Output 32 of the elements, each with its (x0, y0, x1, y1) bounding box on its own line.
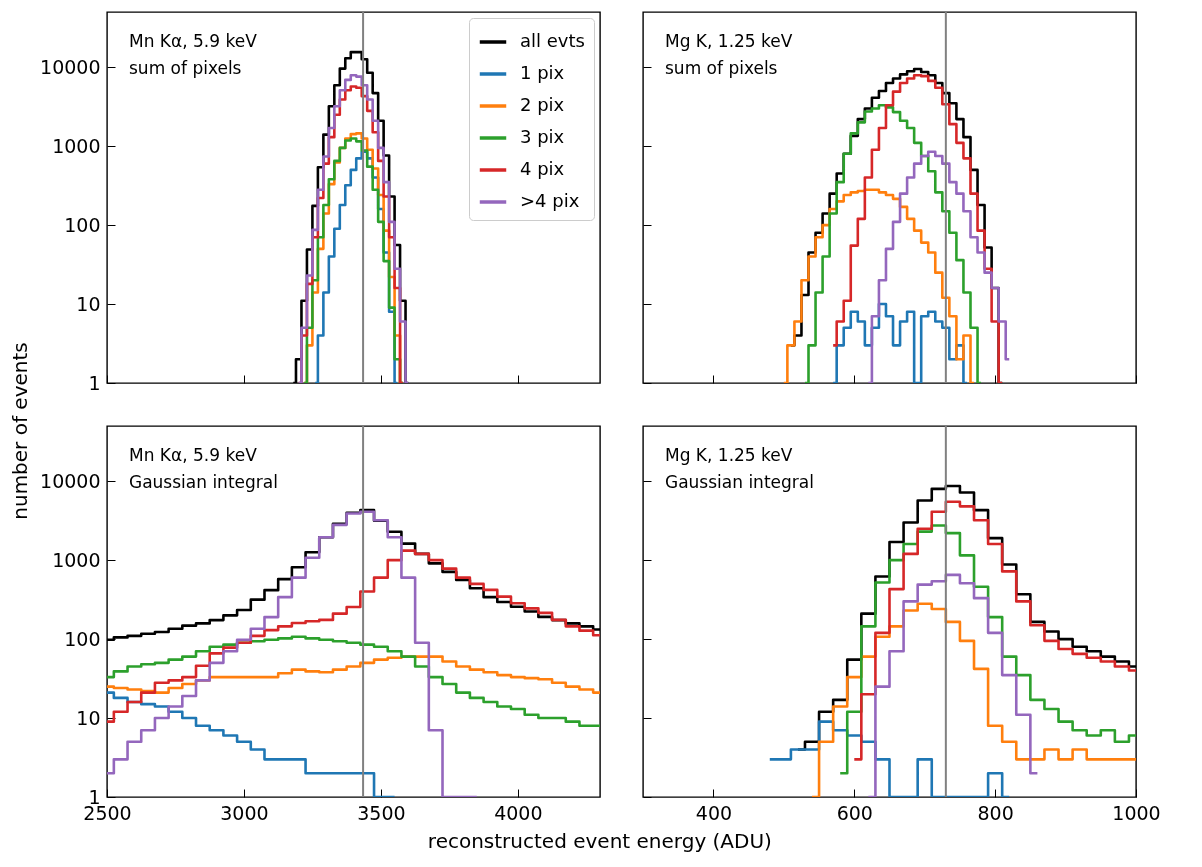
x-axis-title: reconstructed event energy (ADU) (427, 828, 772, 853)
annotation: Mg K, 1.25 keV (665, 31, 793, 51)
y-axis-title: number of events (7, 342, 32, 520)
legend-label: 3 pix (520, 126, 565, 147)
y-tick-label: 1000 (52, 134, 101, 157)
x-tick-label: 800 (977, 801, 1014, 824)
x-tick-label: 400 (695, 801, 733, 824)
legend-label: 4 pix (520, 158, 565, 179)
y-tick-label: 10000 (40, 469, 101, 492)
annotation: Mg K, 1.25 keV (665, 445, 793, 465)
y-tick-label: 100 (64, 627, 101, 650)
legend-label: >4 pix (520, 190, 580, 211)
y-tick-label: 100 (64, 213, 101, 236)
x-tick-label: 3500 (357, 801, 406, 824)
annotation: Mn Kα, 5.9 keV (129, 31, 258, 51)
annotation: Gaussian integral (665, 472, 814, 492)
legend-label: all evts (520, 30, 585, 51)
annotation: Mn Kα, 5.9 keV (129, 445, 258, 465)
x-tick-label: 4000 (494, 801, 543, 824)
legend-label: 1 pix (520, 62, 565, 83)
annotation: sum of pixels (665, 58, 778, 78)
annotation: sum of pixels (129, 58, 242, 78)
y-tick-label: 1000 (52, 548, 101, 571)
annotation: Gaussian integral (129, 472, 278, 492)
y-tick-label: 10 (76, 292, 101, 315)
y-tick-label: 1 (88, 371, 101, 394)
x-tick-label: 1000 (1112, 801, 1161, 824)
y-tick-label: 10 (76, 706, 101, 729)
legend-label: 2 pix (520, 94, 565, 115)
y-tick-label: 10000 (40, 55, 101, 78)
x-tick-label: 600 (836, 801, 873, 824)
x-tick-label: 3000 (220, 801, 269, 824)
